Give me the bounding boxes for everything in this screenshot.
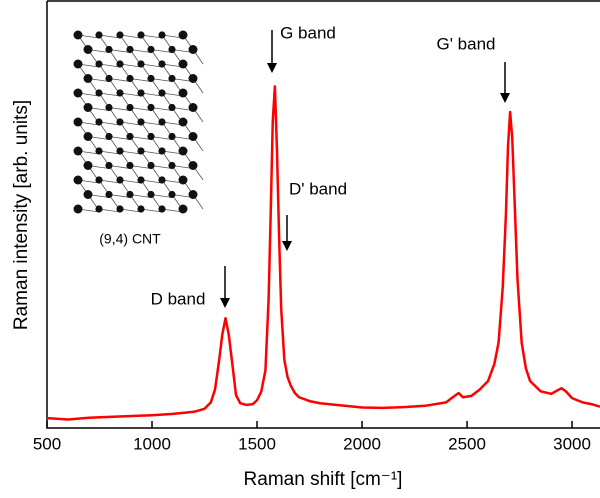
- cnt-atom: [168, 46, 175, 53]
- cnt-atom: [189, 103, 198, 112]
- cnt-atom: [179, 89, 188, 98]
- cnt-atom: [147, 75, 154, 82]
- cnt-atom: [84, 190, 93, 199]
- cnt-atom: [74, 176, 83, 185]
- cnt-atom: [189, 45, 198, 54]
- cnt-atom: [105, 133, 112, 140]
- cnt-atom: [147, 104, 154, 111]
- x-tick-label: 2500: [448, 434, 486, 453]
- x-tick-label: 1000: [133, 434, 171, 453]
- cnt-atom: [158, 205, 165, 212]
- cnt-atom: [137, 147, 144, 154]
- x-axis-label: Raman shift [cm⁻¹]: [244, 469, 403, 490]
- cnt-atom: [116, 147, 123, 154]
- annotation: D band: [151, 289, 206, 308]
- cnt-atom: [168, 104, 175, 111]
- cnt-atom: [168, 191, 175, 198]
- cnt-atom: [74, 31, 83, 40]
- cnt-atom: [84, 103, 93, 112]
- cnt-atom: [158, 147, 165, 154]
- arrowhead: [500, 93, 510, 103]
- cnt-atom: [158, 176, 165, 183]
- arrowhead: [267, 63, 277, 73]
- cnt-atom: [158, 31, 165, 38]
- cnt-atom: [116, 31, 123, 38]
- x-tick-label: 1500: [238, 434, 276, 453]
- cnt-atom: [168, 75, 175, 82]
- cnt-atom: [105, 191, 112, 198]
- cnt-atom: [126, 104, 133, 111]
- cnt-atom: [189, 190, 198, 199]
- y-axis-label: Raman intensity [arb. units]: [11, 100, 32, 330]
- cnt-atom: [158, 89, 165, 96]
- cnt-atom: [126, 133, 133, 140]
- x-tick-label: 500: [33, 434, 61, 453]
- cnt-atom: [137, 60, 144, 67]
- cnt-atom: [189, 132, 198, 141]
- cnt-atom: [95, 89, 102, 96]
- cnt-inset: [74, 31, 204, 214]
- cnt-atom: [84, 45, 93, 54]
- cnt-atom: [137, 89, 144, 96]
- inset-label: (9,4) CNT: [99, 231, 161, 247]
- cnt-atom: [74, 60, 83, 69]
- cnt-atom: [105, 162, 112, 169]
- cnt-atom: [95, 118, 102, 125]
- cnt-atom: [137, 31, 144, 38]
- cnt-atom: [95, 205, 102, 212]
- cnt-atom: [158, 60, 165, 67]
- cnt-atom: [179, 31, 188, 40]
- x-tick-label: 2000: [343, 434, 381, 453]
- cnt-atom: [147, 162, 154, 169]
- cnt-atom: [84, 74, 93, 83]
- cnt-atom: [126, 75, 133, 82]
- cnt-atom: [74, 118, 83, 127]
- cnt-atom: [116, 89, 123, 96]
- cnt-atom: [95, 176, 102, 183]
- cnt-atom: [84, 132, 93, 141]
- cnt-atom: [137, 205, 144, 212]
- cnt-atom: [95, 60, 102, 67]
- cnt-atom: [158, 118, 165, 125]
- cnt-atom: [126, 162, 133, 169]
- annotation: G band: [280, 23, 336, 42]
- cnt-atom: [116, 60, 123, 67]
- cnt-atom: [74, 147, 83, 156]
- arrowhead: [220, 298, 230, 308]
- cnt-atom: [179, 118, 188, 127]
- arrowhead: [282, 241, 292, 251]
- cnt-atom: [147, 191, 154, 198]
- cnt-atom: [105, 46, 112, 53]
- cnt-atom: [116, 176, 123, 183]
- cnt-atom: [116, 205, 123, 212]
- cnt-atom: [137, 118, 144, 125]
- cnt-atom: [147, 46, 154, 53]
- cnt-atom: [105, 104, 112, 111]
- cnt-atom: [179, 205, 188, 214]
- cnt-atom: [126, 191, 133, 198]
- annotation: G' band: [436, 34, 495, 53]
- cnt-atom: [179, 60, 188, 69]
- cnt-atom: [74, 89, 83, 98]
- cnt-atom: [168, 133, 175, 140]
- cnt-atom: [126, 46, 133, 53]
- x-tick-label: 3000: [553, 434, 591, 453]
- cnt-atom: [189, 161, 198, 170]
- cnt-atom: [95, 147, 102, 154]
- cnt-atom: [137, 176, 144, 183]
- cnt-atom: [147, 133, 154, 140]
- cnt-atom: [74, 205, 83, 214]
- cnt-atom: [84, 161, 93, 170]
- annotation: D' band: [289, 179, 347, 198]
- cnt-atom: [116, 118, 123, 125]
- cnt-atom: [95, 31, 102, 38]
- cnt-atom: [168, 162, 175, 169]
- chart: (9,4) CNT D band G band D' band G' band …: [0, 0, 600, 498]
- cnt-atom: [179, 176, 188, 185]
- cnt-atom: [189, 74, 198, 83]
- cnt-atom: [105, 75, 112, 82]
- cnt-atom: [179, 147, 188, 156]
